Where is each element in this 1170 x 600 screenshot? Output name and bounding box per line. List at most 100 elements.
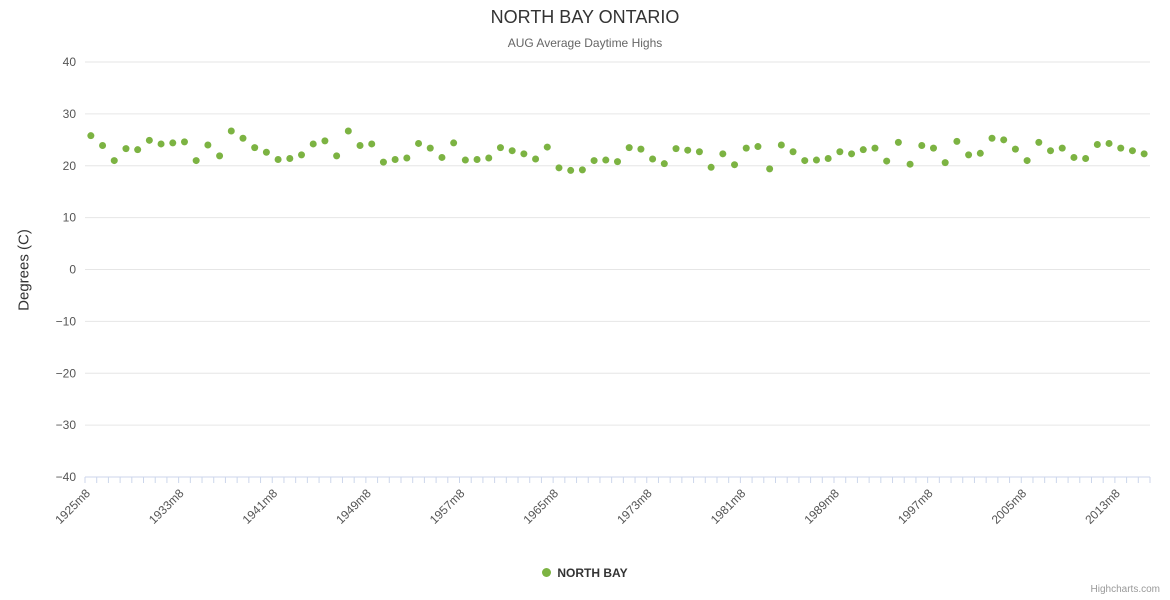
data-point[interactable] [789,148,797,156]
data-point[interactable] [929,144,937,152]
data-point[interactable] [953,137,961,145]
data-point[interactable] [251,144,259,152]
data-point[interactable] [1011,145,1019,153]
data-point[interactable] [227,127,235,135]
data-point[interactable] [1082,154,1090,162]
data-point[interactable] [906,160,914,168]
data-point[interactable] [298,151,306,159]
data-point[interactable] [110,157,118,165]
data-point[interactable] [766,165,774,173]
data-point[interactable] [368,140,376,148]
data-point[interactable] [777,141,785,149]
data-point[interactable] [333,152,341,160]
legend-item[interactable]: NORTH BAY [0,565,1170,580]
data-point[interactable] [1070,153,1078,161]
data-point[interactable] [859,146,867,154]
data-point[interactable] [543,143,551,151]
data-point[interactable] [625,144,633,152]
data-point[interactable] [415,139,423,147]
data-point[interactable] [379,158,387,166]
data-point[interactable] [672,145,680,153]
data-point[interactable] [391,156,399,164]
chart-title: NORTH BAY ONTARIO [490,7,680,27]
data-point[interactable] [87,132,95,140]
data-point[interactable] [684,146,692,154]
data-point[interactable] [824,154,832,162]
data-point[interactable] [520,150,528,158]
chart-subtitle: AUG Average Daytime Highs [507,36,663,50]
data-point[interactable] [590,157,598,165]
data-point[interactable] [707,163,715,171]
data-point[interactable] [965,151,973,159]
data-point[interactable] [555,164,563,172]
data-point[interactable] [660,160,668,168]
data-point[interactable] [719,150,727,158]
data-point[interactable] [426,144,434,152]
data-point[interactable] [602,156,610,164]
data-point[interactable] [461,156,469,164]
data-point[interactable] [99,142,107,150]
data-point[interactable] [754,143,762,151]
data-point[interactable] [403,154,411,162]
data-point[interactable] [988,134,996,142]
data-point[interactable] [1035,138,1043,146]
x-axis-tick-label: 1965m8 [521,486,562,527]
data-point[interactable] [871,144,879,152]
data-point[interactable] [473,156,481,164]
data-point[interactable] [695,148,703,156]
data-point[interactable] [344,127,352,135]
data-point[interactable] [836,148,844,156]
data-point[interactable] [1058,144,1066,152]
data-point[interactable] [1128,147,1136,155]
data-point[interactable] [918,142,926,150]
data-point[interactable] [976,149,984,157]
data-point[interactable] [1047,147,1055,155]
data-point[interactable] [812,156,820,164]
data-point[interactable] [204,141,212,149]
y-axis-tick-label: 20 [63,159,77,173]
data-point[interactable] [145,136,153,144]
data-point[interactable] [1000,136,1008,144]
data-point[interactable] [192,157,200,165]
data-point[interactable] [1140,150,1148,158]
data-point[interactable] [321,137,329,145]
data-point[interactable] [1105,139,1113,147]
data-point[interactable] [274,156,282,164]
data-point[interactable] [216,152,224,160]
credits-link[interactable]: Highcharts.com [1090,584,1160,595]
data-point[interactable] [169,139,177,147]
data-point[interactable] [508,147,516,155]
data-point[interactable] [731,161,739,169]
data-point[interactable] [894,138,902,146]
x-axis-tick-label: 1973m8 [614,486,655,527]
data-point[interactable] [286,154,294,162]
data-point[interactable] [1117,144,1125,152]
data-point[interactable] [356,142,364,150]
data-point[interactable] [567,166,575,174]
y-axis-tick-label: −40 [56,470,77,484]
data-point[interactable] [941,159,949,167]
data-point[interactable] [578,166,586,174]
data-point[interactable] [309,140,317,148]
data-point[interactable] [883,157,891,165]
data-point[interactable] [742,144,750,152]
data-point[interactable] [438,153,446,161]
data-point[interactable] [1023,157,1031,165]
data-point[interactable] [614,158,621,166]
data-point[interactable] [122,145,130,153]
data-point[interactable] [649,155,657,163]
data-point[interactable] [262,148,270,156]
data-point[interactable] [496,144,504,152]
data-point[interactable] [532,155,540,163]
data-point[interactable] [180,138,188,146]
data-point[interactable] [157,140,165,148]
data-point[interactable] [637,145,645,153]
data-point[interactable] [134,146,142,154]
data-point[interactable] [450,139,458,147]
data-point[interactable] [485,154,493,162]
data-point[interactable] [1093,140,1101,148]
data-point[interactable] [239,134,247,142]
data-point[interactable] [801,157,809,165]
data-point[interactable] [848,150,856,158]
